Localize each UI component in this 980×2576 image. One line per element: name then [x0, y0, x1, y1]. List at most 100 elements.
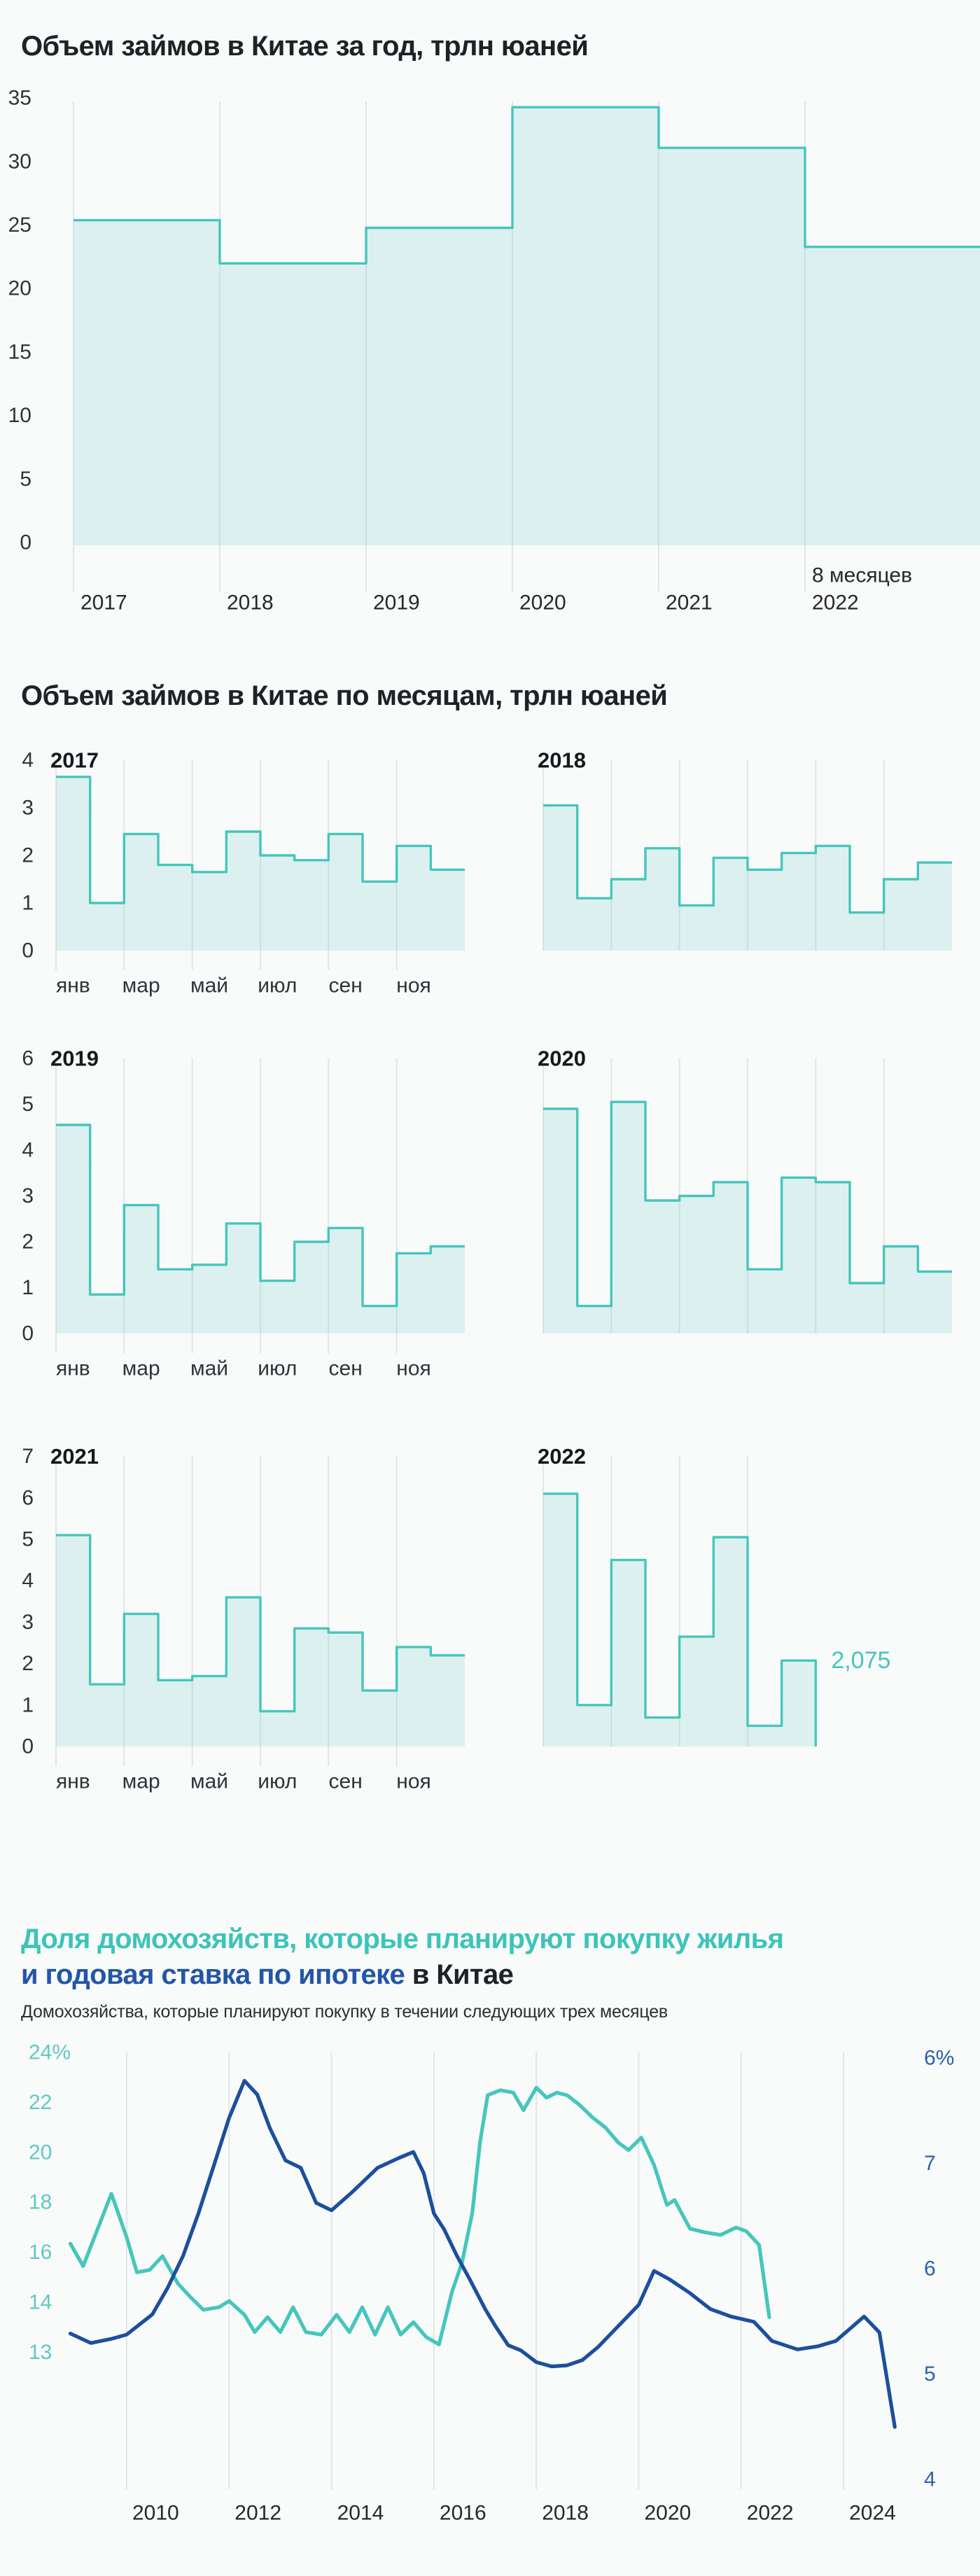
svg-text:10: 10	[8, 404, 31, 427]
svg-text:2020: 2020	[519, 592, 566, 615]
mini-year-label: 2021	[50, 1444, 99, 1469]
svg-text:2016: 2016	[440, 2502, 486, 2525]
svg-text:ноя: ноя	[396, 974, 431, 997]
svg-text:сен: сен	[329, 974, 363, 997]
svg-text:сен: сен	[329, 1357, 363, 1380]
svg-text:6%: 6%	[924, 2047, 954, 2070]
svg-text:июл: июл	[258, 974, 297, 997]
svg-text:2014: 2014	[337, 2502, 384, 2525]
svg-text:янв: янв	[56, 974, 90, 997]
svg-text:5: 5	[22, 1528, 34, 1551]
svg-text:2019: 2019	[373, 592, 420, 615]
mini-year-label: 2017	[50, 748, 99, 773]
mini-area-outline	[543, 1492, 817, 1746]
annual-area-fill	[74, 107, 980, 545]
svg-text:35: 35	[8, 87, 31, 110]
svg-text:2: 2	[22, 1231, 34, 1254]
mini-year-label: 2019	[50, 1046, 99, 1071]
svg-text:5: 5	[22, 1093, 34, 1116]
svg-text:0: 0	[22, 1735, 34, 1758]
svg-text:2017: 2017	[80, 592, 127, 615]
svg-text:24%: 24%	[29, 2041, 71, 2064]
svg-text:1: 1	[22, 1693, 34, 1716]
mini-chart-2020: 2020	[538, 1046, 952, 1334]
mini-area-outline	[56, 1534, 465, 1713]
mini-year-label: 2022	[538, 1444, 586, 1469]
svg-text:июл: июл	[258, 1357, 297, 1380]
svg-text:20: 20	[8, 277, 31, 300]
right-axis-labels: 6% 7 6 5 4	[924, 2047, 954, 2491]
svg-text:2020: 2020	[645, 2502, 692, 2525]
svg-text:7: 7	[924, 2152, 936, 2175]
left-axis-labels: 24% 22 20 18 16 14 13	[29, 2041, 71, 2364]
svg-text:янв: янв	[56, 1357, 90, 1380]
mini-chart-2022: 2022 2,075	[538, 1444, 890, 1746]
mini-chart-2019: 2019 6 5 4 3 2 1 0 янв мар май июл сен ноя	[22, 1046, 465, 1380]
svg-text:25: 25	[8, 214, 31, 237]
svg-text:мар: мар	[122, 974, 160, 997]
svg-text:3: 3	[22, 797, 34, 820]
svg-text:4: 4	[22, 749, 34, 772]
title-part-dark: в Китае	[405, 1959, 514, 1990]
svg-text:ноя: ноя	[396, 1357, 431, 1380]
svg-text:3: 3	[22, 1184, 34, 1208]
svg-text:2024: 2024	[849, 2502, 896, 2525]
svg-text:2021: 2021	[666, 592, 713, 615]
mini-year-label: 2018	[538, 748, 586, 773]
svg-text:2022: 2022	[747, 2502, 794, 2525]
svg-text:7: 7	[22, 1445, 34, 1468]
mortgage-rate-line	[68, 2078, 897, 2429]
svg-text:2022: 2022	[812, 592, 859, 615]
svg-text:8 месяцев: 8 месяцев	[812, 564, 912, 587]
svg-text:мар: мар	[122, 1357, 160, 1380]
mini-area-outline	[56, 1124, 465, 1308]
aug-2022-value-label: 2,075	[831, 1647, 890, 1674]
title-part-blue: и годовая ставка по ипотеке	[21, 1959, 405, 1990]
svg-text:5: 5	[20, 468, 31, 491]
annual-area-outline	[74, 106, 980, 265]
svg-text:0: 0	[22, 1322, 34, 1345]
svg-text:май: май	[190, 1357, 228, 1380]
svg-text:2018: 2018	[227, 592, 274, 615]
svg-text:май: май	[190, 1770, 228, 1793]
svg-text:2012: 2012	[234, 2502, 281, 2525]
svg-text:сен: сен	[329, 1770, 363, 1793]
svg-text:13: 13	[29, 2341, 52, 2364]
dual-grid: 2010 2012 2014 2016 2018 2020 2022 2024	[126, 2052, 896, 2525]
svg-text:0: 0	[20, 531, 31, 554]
svg-text:май: май	[190, 974, 228, 997]
svg-text:6: 6	[22, 1047, 34, 1070]
svg-text:0: 0	[22, 939, 34, 962]
households-chart-title: Доля домохозяйств, которые планируют пок…	[21, 1921, 784, 1993]
svg-text:июл: июл	[258, 1770, 297, 1793]
households-chart-subtitle: Домохозяйства, которые планируют покупку…	[21, 2002, 668, 2022]
mini-area-outline	[56, 776, 465, 904]
svg-text:18: 18	[29, 2191, 52, 2214]
svg-text:мар: мар	[122, 1770, 160, 1793]
svg-text:6: 6	[924, 2258, 936, 2281]
mini-area-fill	[56, 776, 465, 951]
svg-text:16: 16	[29, 2241, 52, 2264]
svg-text:янв: янв	[56, 1770, 90, 1793]
annual-x-labels: 2017 2018 2019 2020 2021 8 месяцев 2022	[80, 564, 912, 615]
mini-area-fill	[543, 805, 952, 951]
annual-loans-chart: 35 30 25 20 15 10 5 0 2017 2018 2019 2020 2021 8 меся…	[8, 87, 980, 615]
monthly-section-title: Объем займов в Китае по месяцам, трлн юа…	[21, 680, 668, 711]
share-planning-purchase-line	[68, 2085, 771, 2346]
svg-text:2: 2	[22, 844, 34, 867]
svg-text:4: 4	[22, 1139, 34, 1162]
svg-text:6: 6	[22, 1486, 34, 1509]
title-part-teal: Доля домохозяйств, которые планируют пок…	[21, 1924, 784, 1954]
mini-area-outline	[543, 1100, 952, 1308]
svg-text:30: 30	[8, 150, 31, 173]
mini-chart-2017: 2017 4 3 2 1 0 янв мар май июл сен ноя	[22, 748, 465, 997]
svg-text:15: 15	[8, 340, 31, 363]
annual-y-ticks: 35 30 25 20 15 10 5 0	[8, 87, 31, 554]
svg-text:1: 1	[22, 1276, 34, 1299]
svg-text:2018: 2018	[542, 2502, 589, 2525]
svg-text:5: 5	[924, 2362, 936, 2386]
svg-text:4: 4	[924, 2468, 936, 2491]
svg-text:1: 1	[22, 892, 34, 915]
svg-text:4: 4	[22, 1569, 34, 1592]
